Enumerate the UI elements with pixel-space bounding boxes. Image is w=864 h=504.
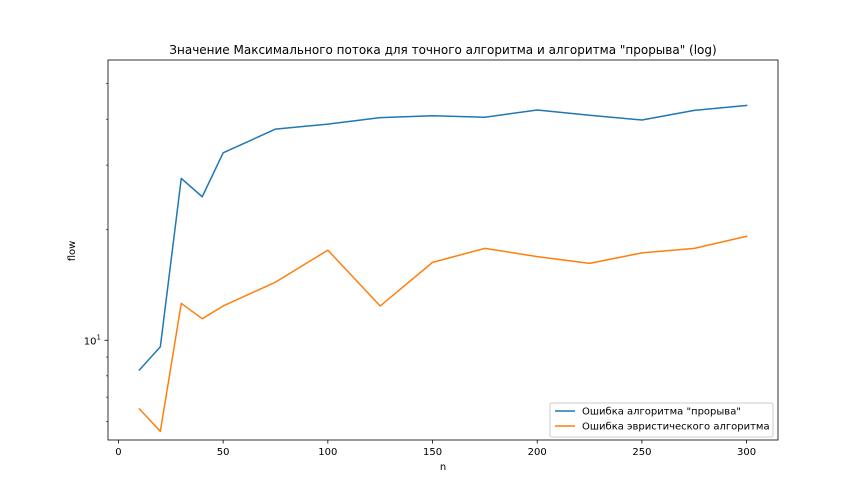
x-tick-label: 0 xyxy=(115,447,121,458)
x-tick-label: 250 xyxy=(632,447,651,458)
series-line-2 xyxy=(138,235,748,433)
y-tick-label: 101 xyxy=(84,333,101,347)
legend: Ошибка алгоритма "прорыва" Ошибка эвристи… xyxy=(549,402,774,438)
series-line-1 xyxy=(138,104,748,372)
legend-label: Ошибка эвристического алгоритма xyxy=(582,422,770,433)
x-axis: 0 50 100 150 200 250 300 xyxy=(115,440,756,458)
chart-title: Значение Максимального потока для точног… xyxy=(169,43,716,57)
plot-area xyxy=(107,59,779,441)
x-axis-label: n xyxy=(440,462,446,473)
legend-label: Ошибка алгоритма "прорыва" xyxy=(582,407,741,418)
legend-box xyxy=(549,402,774,438)
x-tick-label: 150 xyxy=(423,447,442,458)
x-tick-label: 200 xyxy=(528,447,547,458)
y-axis-label: flow xyxy=(67,241,78,262)
y-axis: 101 xyxy=(84,83,108,423)
x-tick-label: 100 xyxy=(318,447,337,458)
series-layer xyxy=(138,104,748,433)
x-tick-label: 50 xyxy=(217,447,230,458)
x-tick-label: 300 xyxy=(737,447,756,458)
